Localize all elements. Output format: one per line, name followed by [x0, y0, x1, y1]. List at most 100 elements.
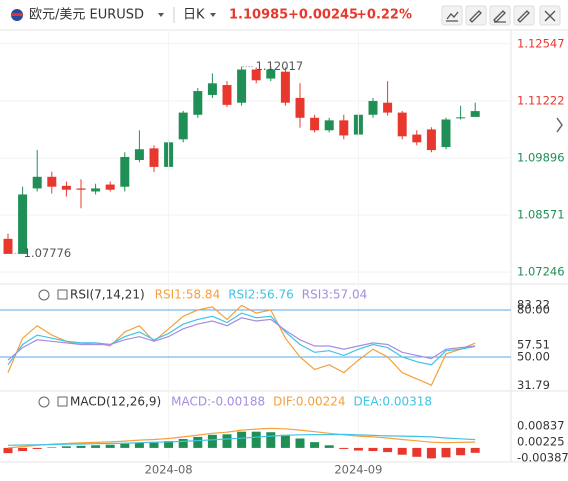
y-tick-label: 31.79 — [517, 378, 550, 392]
y-tick-label: 57.51 — [517, 338, 550, 352]
high-annotation: 1.12017 — [256, 59, 304, 73]
y-tick-label: 50.00 — [517, 349, 550, 363]
y-tick-label: 1.09896 — [517, 151, 565, 165]
icon — [544, 10, 556, 22]
candle-body — [266, 69, 276, 79]
period[interactable]: 日K — [183, 8, 205, 23]
macd-bar — [178, 439, 188, 448]
macd-bar — [47, 447, 57, 448]
candle-body — [368, 100, 378, 115]
toggle-icon[interactable] — [57, 289, 68, 300]
candle-body — [207, 83, 217, 95]
legend-entry: DEA:0.00318 — [354, 395, 433, 409]
candle-body — [441, 119, 451, 148]
macd-bar — [397, 447, 407, 455]
candle-body — [412, 134, 422, 143]
toggle-icon[interactable] — [57, 396, 68, 407]
y-tick-label: 0.00225 — [517, 435, 565, 449]
macd-bar — [368, 447, 378, 452]
settings-button[interactable] — [513, 5, 535, 26]
candle-body — [120, 156, 130, 187]
rsi-title: RSI(7,14,21) — [70, 288, 145, 302]
macd-line — [7, 433, 476, 446]
candle-body — [178, 112, 188, 140]
icon — [446, 11, 459, 22]
rsi-line — [7, 317, 476, 361]
candle-body — [310, 117, 320, 131]
low-annotation: 1.07776 — [24, 246, 72, 260]
macd-bar — [456, 447, 466, 456]
macd-bar — [383, 447, 393, 453]
candle-body — [280, 71, 290, 103]
candle-body — [397, 112, 407, 137]
candle-body — [383, 102, 393, 113]
settings-icon[interactable] — [38, 289, 50, 301]
y-tick-label: 83.22 — [517, 297, 550, 311]
icon — [517, 10, 530, 23]
candle-body — [32, 176, 42, 189]
candle-body — [237, 69, 247, 103]
flag-stripe — [11, 13, 23, 16]
macd-bar — [91, 445, 101, 448]
macd-title: MACD(12,26,9) — [70, 395, 161, 409]
x-tick-label: 2024-08 — [145, 463, 193, 477]
macd-bar — [18, 447, 28, 452]
candle-body — [47, 176, 57, 187]
macd-bar — [149, 442, 159, 448]
draw-button[interactable] — [465, 5, 487, 26]
candle-body — [134, 149, 144, 160]
candle-body — [295, 97, 305, 118]
macd-bar — [266, 432, 276, 448]
macd-bar — [105, 444, 115, 448]
macd-bar — [310, 442, 320, 448]
candle-body — [105, 184, 115, 190]
macd-bar — [222, 434, 232, 448]
icon — [469, 10, 482, 23]
y-tick-label: -0.00387 — [517, 451, 568, 465]
legend-entry: DIF:0.00224 — [273, 395, 345, 409]
macd-bar — [134, 442, 144, 448]
candle-body — [426, 129, 436, 151]
macd-bar — [193, 436, 203, 448]
macd-bar — [470, 447, 480, 453]
y-tick-label: 1.12547 — [517, 36, 565, 50]
macd-bar — [61, 446, 71, 448]
y-tick-label: 1.08571 — [517, 208, 565, 222]
x-tick-label: 2024-09 — [334, 463, 382, 477]
legend-entry: MACD:-0.00188 — [171, 395, 265, 409]
macd-bar — [32, 447, 42, 449]
legend-entry: RSI1:58.84 — [155, 288, 221, 302]
candle-body — [324, 120, 334, 131]
candle-body — [18, 194, 28, 254]
settings-icon[interactable] — [38, 396, 50, 408]
expand-arrow[interactable] — [556, 117, 563, 133]
macd-bar — [426, 447, 436, 459]
macd-bar — [3, 447, 13, 454]
rsi-line — [7, 312, 476, 366]
candle-body — [193, 91, 203, 115]
candle-body — [251, 69, 261, 81]
macd-bar — [324, 445, 334, 448]
macd-bar — [412, 447, 422, 457]
macd-bar — [295, 438, 305, 448]
symbol[interactable]: 欧元/美元 EURUSD — [29, 8, 144, 23]
change: +0.00245 — [288, 8, 358, 23]
candle-body — [456, 117, 466, 119]
macd-bar — [207, 434, 217, 448]
y-tick-label: 80.00 — [517, 302, 550, 316]
macd-line — [7, 427, 476, 449]
legend-entry: RSI3:57.04 — [302, 288, 368, 302]
legend-entry: RSI2:56.76 — [228, 288, 294, 302]
macd-bar — [120, 443, 130, 448]
icon — [493, 10, 506, 23]
header: 欧元/美元 EURUSD 日K 1.10985 +0.00245 +0.22% — [11, 5, 561, 26]
caret — [158, 13, 164, 17]
macd-bar — [441, 447, 451, 458]
macd-bar — [280, 434, 290, 448]
y-tick-label: 1.07246 — [517, 265, 565, 279]
candle-body — [3, 238, 13, 254]
candle-body — [61, 185, 71, 190]
candle-body — [149, 148, 159, 167]
candle-body — [76, 188, 86, 190]
